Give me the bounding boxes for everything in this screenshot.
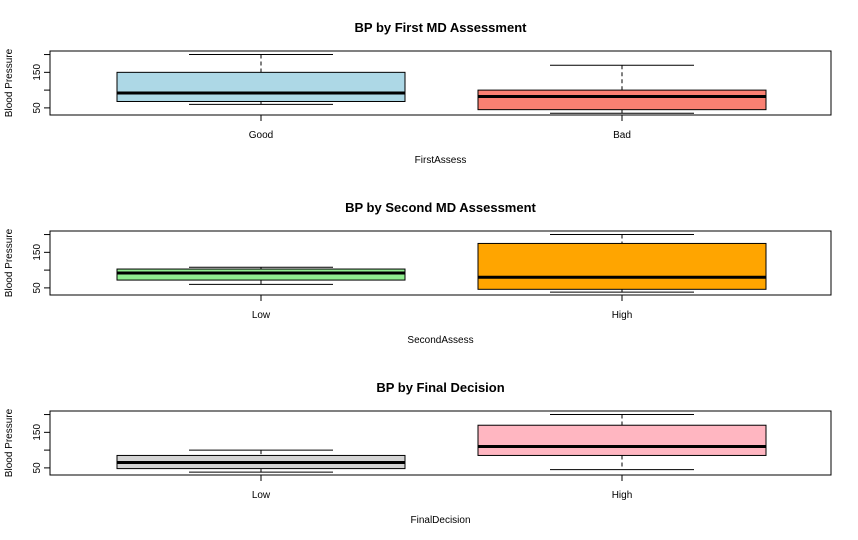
y-tick-label: 150 xyxy=(32,64,43,81)
chart-title: BP by Second MD Assessment xyxy=(345,200,536,215)
iqr-box xyxy=(477,89,767,111)
box-high xyxy=(477,234,767,293)
iqr-box xyxy=(477,424,767,456)
panel-1: BP by First MD Assessment 50 150 Blood Pres… xyxy=(4,20,832,166)
x-tick-label: Low xyxy=(252,490,271,501)
x-tick-label: High xyxy=(612,310,633,321)
iqr-box xyxy=(116,268,406,281)
plot-frame xyxy=(49,410,832,476)
y-tick-label: 150 xyxy=(32,244,43,261)
y-tick-label: 50 xyxy=(32,102,43,114)
y-tick-label: 50 xyxy=(32,462,43,474)
chart-title: BP by Final Decision xyxy=(376,380,504,395)
x-tick-label: Low xyxy=(252,310,271,321)
plot-frame xyxy=(49,230,832,296)
x-tick-label: Bad xyxy=(613,130,631,141)
box-high xyxy=(477,414,767,471)
x-tick-label: Good xyxy=(249,130,273,141)
panel-3: BP by Final Decision 50 150 Blood Pressure L… xyxy=(4,380,832,526)
y-axis-label: Blood Pressure xyxy=(4,408,15,477)
panel-2: BP by Second MD Assessment 50 150 Blood Pre… xyxy=(4,200,832,346)
box-bad xyxy=(477,64,767,114)
x-tick-label: High xyxy=(612,490,633,501)
box-good xyxy=(116,54,406,105)
y-tick-label: 50 xyxy=(32,282,43,294)
iqr-box xyxy=(116,71,406,102)
box-low xyxy=(116,449,406,473)
y-tick-label: 150 xyxy=(32,424,43,441)
x-axis-label: FirstAssess xyxy=(415,155,467,166)
y-axis-label: Blood Pressure xyxy=(4,48,15,117)
plot-frame xyxy=(49,50,832,116)
iqr-box xyxy=(477,242,767,290)
chart-title: BP by First MD Assessment xyxy=(355,20,528,35)
x-axis-label: FinalDecision xyxy=(410,515,470,526)
x-axis-label: SecondAssess xyxy=(407,335,473,346)
box-low xyxy=(116,266,406,285)
y-axis-label: Blood Pressure xyxy=(4,228,15,297)
